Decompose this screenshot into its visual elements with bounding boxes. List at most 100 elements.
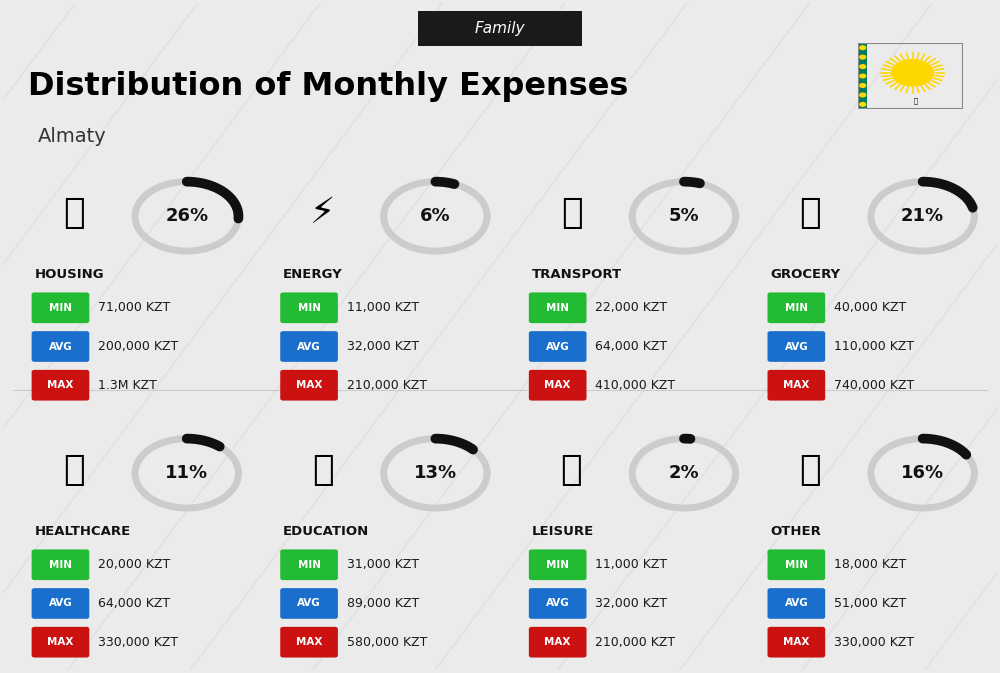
FancyBboxPatch shape [280, 293, 338, 323]
Text: MIN: MIN [49, 303, 72, 313]
Text: 330,000 KZT: 330,000 KZT [834, 636, 914, 649]
FancyBboxPatch shape [32, 627, 89, 658]
Text: AVG: AVG [297, 598, 321, 608]
Text: AVG: AVG [49, 598, 72, 608]
Text: HEALTHCARE: HEALTHCARE [35, 525, 131, 538]
Text: 40,000 KZT: 40,000 KZT [834, 302, 906, 314]
Text: AVG: AVG [784, 341, 808, 351]
Circle shape [860, 65, 866, 69]
Text: MIN: MIN [785, 560, 808, 570]
Text: GROCERY: GROCERY [770, 268, 841, 281]
FancyBboxPatch shape [529, 549, 587, 580]
FancyBboxPatch shape [768, 549, 825, 580]
Text: MAX: MAX [544, 380, 571, 390]
FancyBboxPatch shape [529, 370, 587, 400]
Text: 11%: 11% [165, 464, 208, 483]
Text: AVG: AVG [784, 598, 808, 608]
FancyBboxPatch shape [529, 588, 587, 619]
Text: 580,000 KZT: 580,000 KZT [347, 636, 427, 649]
Text: EDUCATION: EDUCATION [283, 525, 369, 538]
Text: AVG: AVG [546, 341, 570, 351]
Text: 51,000 KZT: 51,000 KZT [834, 597, 906, 610]
Text: 26%: 26% [165, 207, 208, 225]
Text: LEISURE: LEISURE [532, 525, 594, 538]
Circle shape [860, 74, 866, 78]
Text: MAX: MAX [47, 637, 74, 647]
Text: MIN: MIN [49, 560, 72, 570]
Circle shape [860, 55, 866, 59]
Text: 410,000 KZT: 410,000 KZT [595, 379, 676, 392]
FancyBboxPatch shape [32, 549, 89, 580]
Text: 210,000 KZT: 210,000 KZT [595, 636, 676, 649]
Text: 13%: 13% [414, 464, 457, 483]
Text: 89,000 KZT: 89,000 KZT [347, 597, 419, 610]
FancyBboxPatch shape [280, 627, 338, 658]
FancyBboxPatch shape [280, 331, 338, 362]
Text: 32,000 KZT: 32,000 KZT [595, 597, 668, 610]
Text: 18,000 KZT: 18,000 KZT [834, 559, 906, 571]
Text: HOUSING: HOUSING [35, 268, 104, 281]
Text: Family: Family [475, 21, 525, 36]
FancyBboxPatch shape [280, 370, 338, 400]
Text: 🎓: 🎓 [312, 453, 334, 487]
FancyBboxPatch shape [768, 627, 825, 658]
Text: 1.3M KZT: 1.3M KZT [98, 379, 157, 392]
Text: MAX: MAX [296, 380, 322, 390]
Text: 200,000 KZT: 200,000 KZT [98, 340, 178, 353]
Text: 31,000 KZT: 31,000 KZT [347, 559, 419, 571]
Circle shape [860, 102, 866, 106]
Text: 21%: 21% [901, 207, 944, 225]
Circle shape [860, 83, 866, 87]
Text: ENERGY: ENERGY [283, 268, 343, 281]
Text: 2%: 2% [669, 464, 699, 483]
Text: 210,000 KZT: 210,000 KZT [347, 379, 427, 392]
FancyBboxPatch shape [768, 293, 825, 323]
Text: MIN: MIN [298, 303, 321, 313]
Text: 🛒: 🛒 [799, 196, 821, 230]
Text: MIN: MIN [546, 303, 569, 313]
Text: ⚡: ⚡ [310, 196, 336, 230]
Text: 🩺: 🩺 [64, 453, 85, 487]
FancyBboxPatch shape [768, 331, 825, 362]
FancyBboxPatch shape [32, 370, 89, 400]
Text: 11,000 KZT: 11,000 KZT [347, 302, 419, 314]
Text: 11,000 KZT: 11,000 KZT [595, 559, 668, 571]
Text: 🦅: 🦅 [914, 97, 918, 104]
Text: 20,000 KZT: 20,000 KZT [98, 559, 170, 571]
FancyBboxPatch shape [529, 331, 587, 362]
Text: Distribution of Monthly Expenses: Distribution of Monthly Expenses [28, 71, 628, 102]
FancyBboxPatch shape [858, 43, 867, 109]
Text: 71,000 KZT: 71,000 KZT [98, 302, 170, 314]
Text: 🚌: 🚌 [561, 196, 582, 230]
Text: MAX: MAX [783, 380, 810, 390]
FancyBboxPatch shape [32, 588, 89, 619]
FancyBboxPatch shape [32, 331, 89, 362]
Text: 16%: 16% [901, 464, 944, 483]
Circle shape [892, 60, 934, 86]
FancyBboxPatch shape [768, 370, 825, 400]
Text: MAX: MAX [296, 637, 322, 647]
Text: 🏢: 🏢 [64, 196, 85, 230]
Text: AVG: AVG [546, 598, 570, 608]
Text: 330,000 KZT: 330,000 KZT [98, 636, 178, 649]
FancyBboxPatch shape [529, 627, 587, 658]
FancyBboxPatch shape [32, 293, 89, 323]
Text: MAX: MAX [783, 637, 810, 647]
FancyBboxPatch shape [280, 588, 338, 619]
Text: MAX: MAX [47, 380, 74, 390]
Text: OTHER: OTHER [770, 525, 821, 538]
Text: MIN: MIN [546, 560, 569, 570]
Text: AVG: AVG [49, 341, 72, 351]
FancyBboxPatch shape [418, 11, 582, 46]
Circle shape [860, 46, 866, 50]
Text: 22,000 KZT: 22,000 KZT [595, 302, 668, 314]
Text: 64,000 KZT: 64,000 KZT [595, 340, 668, 353]
Text: MAX: MAX [544, 637, 571, 647]
Text: 110,000 KZT: 110,000 KZT [834, 340, 914, 353]
Text: 5%: 5% [669, 207, 699, 225]
FancyBboxPatch shape [280, 549, 338, 580]
Text: 740,000 KZT: 740,000 KZT [834, 379, 914, 392]
Text: TRANSPORT: TRANSPORT [532, 268, 622, 281]
Text: AVG: AVG [297, 341, 321, 351]
Text: 💰: 💰 [799, 453, 821, 487]
